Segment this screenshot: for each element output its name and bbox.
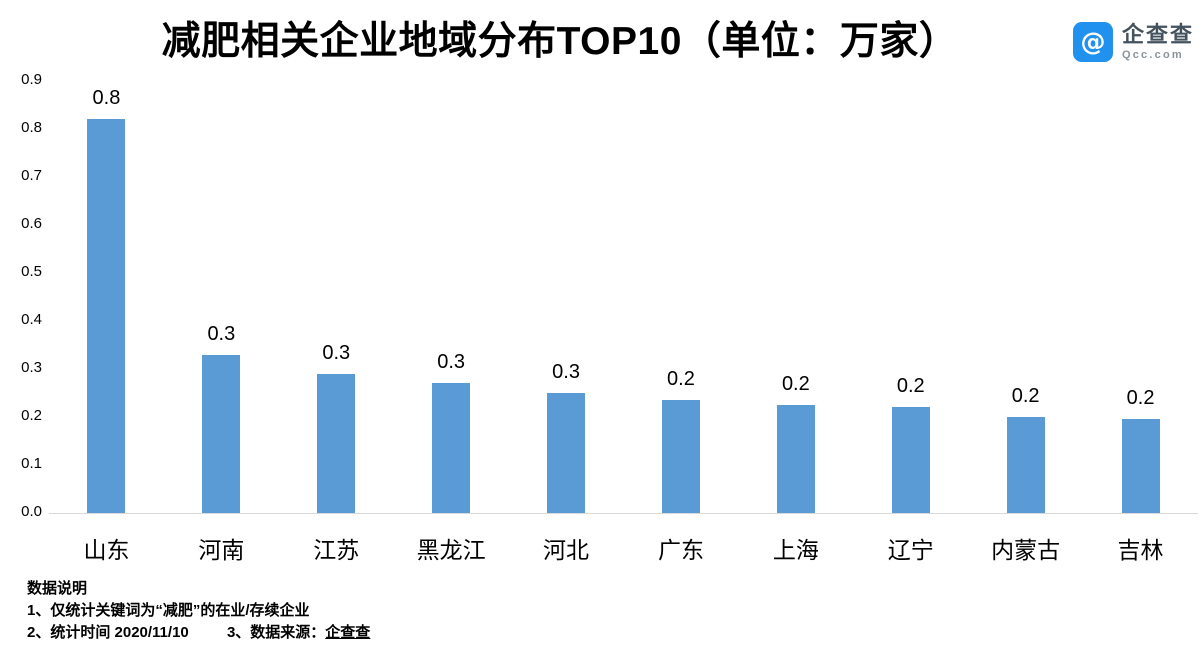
bar [661, 400, 700, 513]
qcc-domain: Qcc.com [1121, 48, 1184, 61]
y-axis-tick-label: 0.9 [21, 71, 42, 88]
x-axis-category-label: 河北 [543, 537, 590, 563]
bar [317, 373, 356, 513]
bar-value-label: 0.2 [781, 373, 810, 395]
bar-value-label: 0.2 [1126, 386, 1155, 409]
x-axis-category-label: 山东 [83, 537, 130, 563]
y-axis-tick-label: 0.2 [21, 407, 42, 424]
x-axis-category-label: 广东 [657, 537, 704, 563]
data-notes: 数据说明 1、仅统计关键词为“减肥”的在业/存续企业 2、统计时间 2020/1… [27, 578, 370, 644]
bar-value-label: 0.2 [1011, 385, 1040, 407]
x-axis-category-label: 江苏 [313, 537, 360, 563]
x-axis-category-label: 黑龙江 [416, 537, 486, 563]
bar-value-label: 0.2 [667, 368, 695, 391]
y-axis-tick-label: 0.7 [21, 167, 42, 184]
qcc-logo-icon: @ [1072, 22, 1113, 62]
notes-line1: 1、仅统计关键词为“减肥”的在业/存续企业 [27, 602, 310, 619]
y-axis-tick-label: 0.6 [21, 215, 42, 232]
y-axis-tick-label: 0.1 [21, 455, 42, 472]
qcc-logo-text: 企查查 Qcc.com [1121, 21, 1194, 61]
notes-data-source-prefix: 3、数据来源： [226, 624, 326, 641]
svg-text:@: @ [1080, 27, 1105, 56]
notes-stat-time: 2、统计时间 2020/11/10 [27, 624, 189, 641]
x-axis-category-label: 河南 [198, 537, 245, 563]
bar-value-label: 0.3 [207, 322, 236, 345]
x-axis-category-label: 上海 [772, 537, 819, 563]
x-axis-category-label: 吉林 [1117, 537, 1164, 563]
x-axis-category-label: 辽宁 [887, 537, 934, 563]
bar-value-label: 0.3 [437, 351, 466, 374]
notes-data-source: 3、数据来源：企查查 [227, 624, 370, 641]
qcc-logo: @ 企查查 Qcc.com [1072, 21, 1194, 62]
bar [202, 354, 241, 513]
bar [432, 383, 471, 513]
notes-line2: 2、统计时间 2020/11/10 3、数据来源：企查查 [27, 622, 370, 644]
bar [776, 405, 815, 513]
bar [891, 407, 930, 513]
x-axis-line [49, 513, 1198, 514]
notes-data-source-brand: 企查查 [325, 624, 371, 641]
bar-value-label: 0.3 [322, 341, 351, 364]
bar [87, 119, 126, 513]
bar [547, 393, 586, 513]
y-axis-tick-label: 0.8 [21, 119, 42, 136]
qcc-brand-name: 企查查 [1121, 21, 1194, 47]
bar [1121, 418, 1160, 513]
notes-heading: 数据说明 [27, 580, 88, 597]
bar-value-label: 0.2 [896, 375, 925, 398]
bar [1006, 417, 1045, 513]
y-axis-tick-label: 0.4 [21, 311, 42, 328]
bar-value-label: 0.3 [552, 361, 580, 383]
chart-title: 减肥相关企业地域分布TOP10（单位：万家） [161, 20, 959, 63]
y-axis-tick-label: 0.5 [21, 263, 42, 280]
x-axis-category-label: 内蒙古 [991, 537, 1061, 563]
y-axis-tick-label: 0.3 [21, 359, 42, 376]
y-axis-tick-label: 0.0 [21, 503, 42, 520]
bar-value-label: 0.8 [92, 87, 121, 110]
